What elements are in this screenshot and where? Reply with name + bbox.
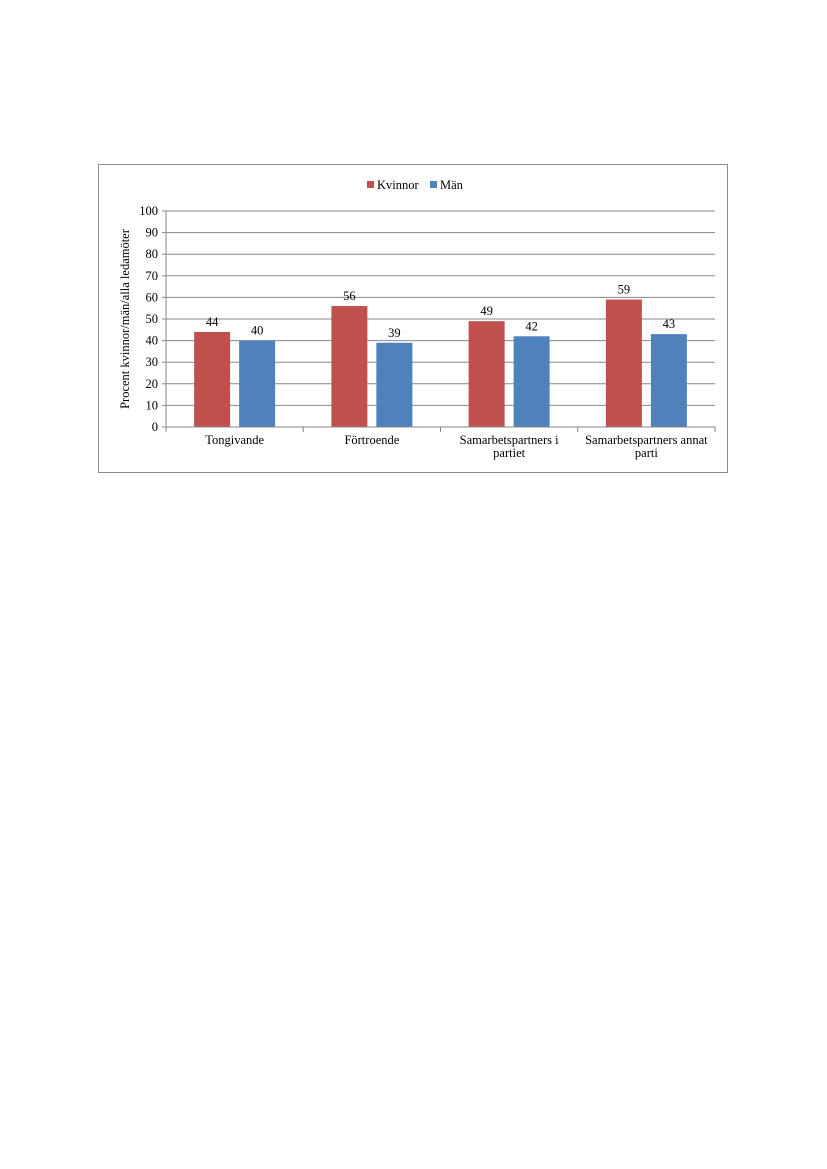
y-tick-label: 90	[146, 226, 159, 240]
y-tick-label: 0	[152, 420, 158, 434]
y-tick-label: 20	[146, 377, 159, 391]
bar-män	[650, 334, 687, 427]
x-tick-label: Förtroende	[344, 433, 399, 447]
x-tick-label: Samarbetspartners i	[460, 433, 559, 447]
bars	[194, 299, 687, 427]
x-tick-label: Tongivande	[205, 433, 264, 447]
y-tick-label: 80	[146, 247, 159, 261]
bar-kvinnor	[468, 321, 505, 427]
bar-kvinnor	[605, 299, 642, 427]
data-label: 42	[525, 319, 538, 333]
legend-entry: Kvinnor	[377, 178, 420, 192]
bar-män	[239, 340, 276, 427]
y-tick-label: 100	[139, 204, 158, 218]
x-tick-label: partiet	[493, 446, 525, 460]
bar-kvinnor	[194, 331, 231, 427]
y-tick-label: 70	[146, 269, 159, 283]
chart-frame: 0 10 20 30 40 50 60 70 80 90 100 44 40 Tongivande 56 39…	[98, 164, 728, 473]
legend-swatch	[430, 181, 437, 188]
labels: 0 10 20 30 40 50 60 70 80 90 100 44 40 Tongivande 56 39…	[118, 204, 708, 460]
x-tick-label: parti	[635, 446, 658, 460]
legend-swatch	[367, 181, 374, 188]
y-tick-label: 30	[146, 355, 159, 369]
bar-kvinnor	[331, 306, 368, 427]
bar-män	[376, 342, 413, 427]
y-axis-label: Procent kvinnor/män/alla ledamöter	[118, 228, 132, 409]
y-tick-label: 50	[146, 312, 159, 326]
axes	[162, 210, 716, 432]
legend-entry: Män	[440, 178, 464, 192]
data-label: 56	[343, 289, 356, 303]
x-tick-label: Samarbetspartners annat	[585, 433, 708, 447]
data-label: 44	[206, 315, 219, 329]
data-label: 43	[663, 317, 676, 331]
y-tick-label: 10	[146, 398, 159, 412]
bar-män	[513, 336, 550, 427]
y-tick-label: 60	[146, 290, 159, 304]
y-tick-label: 40	[146, 334, 159, 348]
legend: Kvinnor Män	[367, 178, 464, 192]
data-label: 59	[618, 283, 631, 297]
data-label: 39	[388, 326, 401, 340]
bar-chart: 0 10 20 30 40 50 60 70 80 90 100 44 40 Tongivande 56 39…	[118, 178, 716, 460]
data-label: 49	[480, 304, 493, 318]
data-label: 40	[251, 324, 264, 338]
